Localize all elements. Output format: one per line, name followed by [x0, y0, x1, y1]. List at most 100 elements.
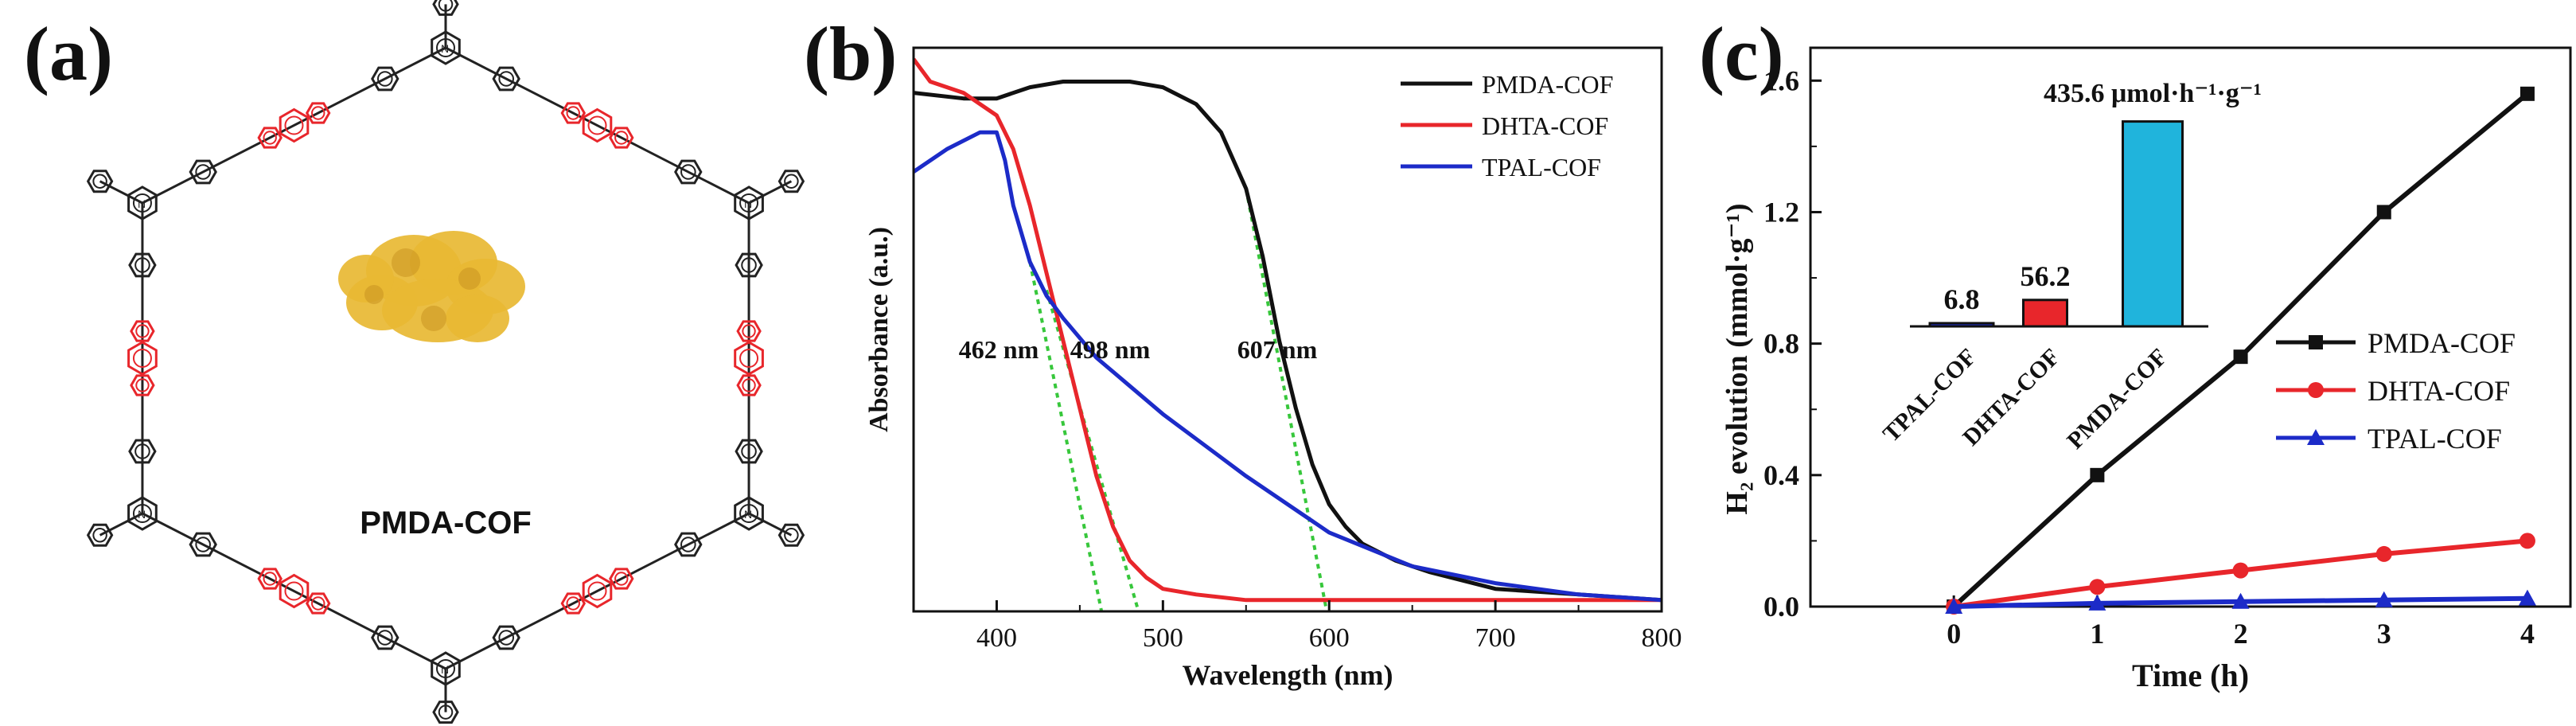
phenyl-ring	[674, 159, 703, 185]
x-tick-label: 0	[1947, 618, 1961, 650]
legend-label: PMDA-COF	[1482, 70, 1613, 99]
pyromellitic-ring-inner	[284, 115, 304, 135]
x-tick-label: 4	[2520, 618, 2535, 650]
phenyl-ring	[128, 252, 157, 278]
phenyl-ring	[189, 159, 217, 185]
imide-ring-inner	[742, 324, 756, 338]
triazine-ring	[127, 496, 158, 531]
imide-ring-inner	[135, 324, 150, 338]
triazine-n-label: N	[441, 663, 449, 676]
inset-bar-dhta-cof	[2022, 299, 2068, 328]
phenyl-ring-inner	[376, 630, 393, 646]
structure-bond	[142, 46, 446, 205]
panel-a: (a) N N N N N N PMDA-COF	[24, 0, 805, 724]
phenyl-ring	[674, 532, 703, 557]
phenyl-ring-inner	[741, 443, 757, 459]
imide-ring-inner	[742, 378, 756, 392]
pyromellitic-ring	[734, 341, 764, 376]
triazine-n-label: N	[744, 508, 752, 521]
inset-bar-pmda-cof	[2122, 120, 2184, 328]
terminal-phenyl-ring	[86, 170, 114, 193]
powder-lump	[446, 295, 509, 342]
imide-ring	[736, 374, 762, 396]
terminal-phenyl-ring-inner	[438, 705, 454, 720]
x-axis-label: Wavelength (nm)	[1183, 659, 1393, 691]
triazine-ring	[431, 30, 461, 65]
structure-bond	[445, 46, 750, 205]
legend-label: TPAL-COF	[2368, 423, 2502, 455]
phenyl-ring	[128, 439, 157, 464]
pyromellitic-ring-inner	[284, 581, 304, 601]
y-tick-label: 1.2	[1763, 196, 1799, 228]
terminal-phenyl-ring	[86, 523, 114, 547]
imide-ring	[130, 374, 155, 396]
x-tick-label: 2	[2234, 618, 2248, 650]
data-point-dhta-cof	[2232, 562, 2249, 579]
powder-shadow	[458, 267, 481, 290]
data-point-pmda-cof	[2233, 349, 2248, 365]
triazine-ring-inner	[739, 504, 759, 523]
pmda-cof-structure: N N N N N N	[86, 0, 805, 724]
y-axis-label: Absorbance (a.u.)	[864, 227, 894, 432]
panel-b-label: (b)	[804, 11, 897, 96]
legend-marker-dhta-cof	[2308, 382, 2324, 398]
inset-bar-tpal-cof	[1928, 322, 1995, 328]
imide-ring-inner	[311, 596, 325, 611]
series-line-tpal-cof	[914, 130, 1662, 603]
legend-label: PMDA-COF	[2368, 327, 2516, 359]
phenyl-ring	[371, 66, 399, 92]
imide-ring	[257, 127, 283, 149]
imide-ring	[305, 102, 331, 124]
panel-a-label: (a)	[24, 11, 113, 96]
triazine-ring-inner	[739, 193, 759, 213]
phenyl-ring	[371, 625, 399, 650]
imide-ring	[130, 320, 155, 342]
data-point-pmda-cof	[2519, 86, 2535, 101]
phenyl-ring	[189, 532, 217, 557]
phenyl-ring-inner	[498, 630, 515, 646]
plot-frame	[1809, 46, 2572, 608]
structure-bond	[99, 512, 143, 537]
y-tick-label: 0.0	[1763, 591, 1799, 623]
x-tick-label: 1	[2090, 618, 2104, 650]
structure-bond	[748, 180, 793, 205]
legend-label: DHTA-COF	[2368, 375, 2510, 407]
phenyl-ring-inner	[134, 443, 150, 459]
terminal-phenyl-ring	[777, 170, 805, 193]
data-point-dhta-cof	[2089, 579, 2106, 595]
plot-frame	[912, 46, 1663, 613]
uv-vis-chart: 400 500 600 700 800 Wavelength (nm) Absorbance…	[864, 46, 1682, 691]
tangent-line	[1028, 261, 1104, 611]
pyromellitic-ring	[582, 107, 613, 143]
onset-label: 607 nm	[1237, 335, 1318, 364]
x-tick-label: 3	[2377, 618, 2391, 650]
data-point-tpal-cof	[2088, 594, 2106, 611]
imide-ring-inner	[263, 572, 277, 586]
data-point-dhta-cof	[2519, 533, 2535, 549]
x-tick-label: 800	[1642, 623, 1682, 653]
triazine-n-label: N	[138, 508, 146, 521]
y-tick-label: 0.8	[1763, 328, 1799, 360]
triazine-n-label: N	[744, 197, 752, 210]
triazine-n-label: N	[138, 197, 146, 210]
imide-ring-inner	[614, 572, 629, 586]
data-point-tpal-cof	[2231, 592, 2250, 609]
y-tick-label: 1.6	[1763, 64, 1799, 96]
panel-c-label: (c)	[1699, 11, 1784, 96]
pyromellitic-ring-inner	[739, 349, 759, 368]
legend-marker-pmda-cof	[2309, 335, 2323, 349]
imide-ring	[609, 568, 634, 590]
phenyl-ring-inner	[195, 164, 211, 180]
imide-ring-inner	[135, 378, 150, 392]
y-axis-label: H₂ evolution (mmol·g⁻¹)	[1721, 203, 1754, 514]
imide-ring-inner	[311, 106, 325, 120]
phenyl-ring-inner	[741, 257, 757, 273]
data-point-pmda-cof	[2090, 467, 2105, 482]
terminal-phenyl-ring	[432, 0, 459, 16]
pmda-cof-caption: PMDA-COF	[360, 505, 532, 541]
y-tick-label: 0.4	[1763, 459, 1799, 491]
imide-ring	[609, 127, 634, 149]
onset-label: 462 nm	[959, 335, 1039, 364]
